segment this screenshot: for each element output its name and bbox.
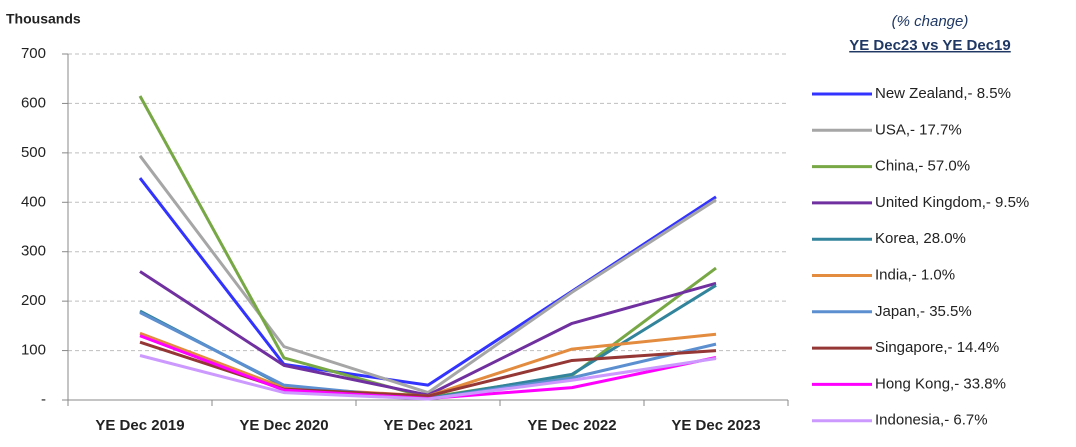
y-tick-label: 600 [21,94,46,111]
series-line [138,177,717,387]
x-tick-label: YE Dec 2020 [239,417,328,434]
legend-label: India,- 1.0% [875,266,955,283]
legend-subtitle: YE Dec23 vs YE Dec19 [849,37,1011,54]
legend-title: (% change) [892,13,969,30]
x-tick-label: YE Dec 2022 [527,417,616,434]
y-tick-label: 200 [21,292,46,309]
y-tick-label: 100 [21,342,46,359]
y-tick-label: 300 [21,243,46,260]
series-line [139,354,717,401]
legend-label: Japan,- 35.5% [875,303,972,320]
x-tick-label: YE Dec 2019 [95,417,184,434]
series-line [138,95,717,400]
series-line [139,334,717,401]
legend-label: United Kingdom,- 9.5% [875,194,1029,211]
legend-label: China,- 57.0% [875,158,970,175]
x-tick-label: YE Dec 2023 [671,417,760,434]
y-axis-label: Thousands [6,11,81,27]
y-tick-label: 400 [21,193,46,210]
y-tick-label: 700 [21,45,46,62]
legend-label: Hong Kong,- 33.8% [875,375,1006,392]
legend-label: Singapore,- 14.4% [875,339,999,356]
legend-label: New Zealand,- 8.5% [875,85,1011,102]
y-tick-label: 500 [21,144,46,161]
legend-label: USA,- 17.7% [875,121,962,138]
legend-label: Indonesia,- 6.7% [875,412,988,429]
legend-label: Korea, 28.0% [875,230,966,247]
y-tick-label: - [41,391,46,408]
x-tick-label: YE Dec 2021 [383,417,472,434]
series-line [138,154,717,395]
